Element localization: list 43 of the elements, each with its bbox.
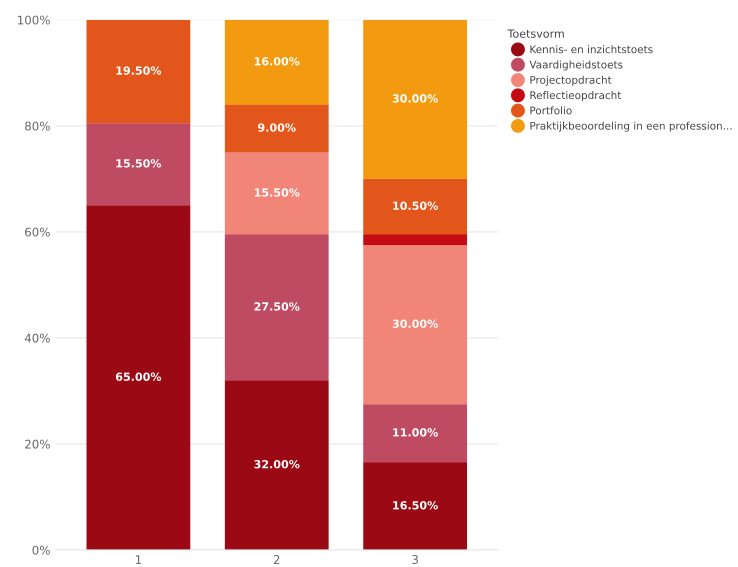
legend-title: Toetsvorm xyxy=(507,30,564,38)
bar xyxy=(363,245,468,404)
data-label: 16.00% xyxy=(254,57,300,66)
legend-label: Kennis- en inzichtstoets xyxy=(530,45,653,54)
bar xyxy=(363,20,468,179)
y-tick-label: 100% xyxy=(18,16,50,24)
bar xyxy=(363,178,468,235)
bar xyxy=(363,462,468,550)
x-tick-label: 2 xyxy=(274,555,280,564)
data-label: 10.50% xyxy=(393,202,438,210)
y-tick-label: 20% xyxy=(25,440,50,449)
data-label: 65.00% xyxy=(116,372,162,381)
legend-label: Reflectieopdracht xyxy=(530,91,622,102)
data-label: 30.00% xyxy=(392,94,438,103)
bar xyxy=(86,205,190,550)
data-label: 27.50% xyxy=(254,302,300,311)
data-label: 32.00% xyxy=(254,460,300,468)
bar xyxy=(363,404,468,463)
x-tick-label: 3 xyxy=(412,555,418,564)
data-label: 9.00% xyxy=(258,123,296,132)
bar xyxy=(86,123,190,206)
legend-label: Projectopdracht xyxy=(530,76,612,86)
data-label: 15.50% xyxy=(116,159,162,168)
data-label: 16.50% xyxy=(393,501,438,510)
data-label: 30.00% xyxy=(392,320,438,328)
bar xyxy=(224,234,329,380)
y-tick-label: 60% xyxy=(25,228,50,237)
y-tick-label: 40% xyxy=(24,334,50,343)
data-label: 19.50% xyxy=(116,66,162,75)
legend-label: Vaardigheidstoets xyxy=(529,60,623,71)
bar xyxy=(363,234,468,246)
data-label: 15.50% xyxy=(254,188,300,197)
data-label: 11.00% xyxy=(393,428,438,437)
bar xyxy=(224,20,329,105)
x-tick-label: 1 xyxy=(136,555,142,564)
bar xyxy=(224,152,329,235)
legend-label: Portfolio xyxy=(530,106,572,114)
legend-label: Praktijkbeoordeling in een profession... xyxy=(530,122,732,132)
bar xyxy=(86,20,190,124)
bar xyxy=(224,104,329,152)
bar xyxy=(224,380,329,550)
y-tick-label: 0% xyxy=(32,546,50,555)
y-tick-label: 80% xyxy=(25,122,50,131)
